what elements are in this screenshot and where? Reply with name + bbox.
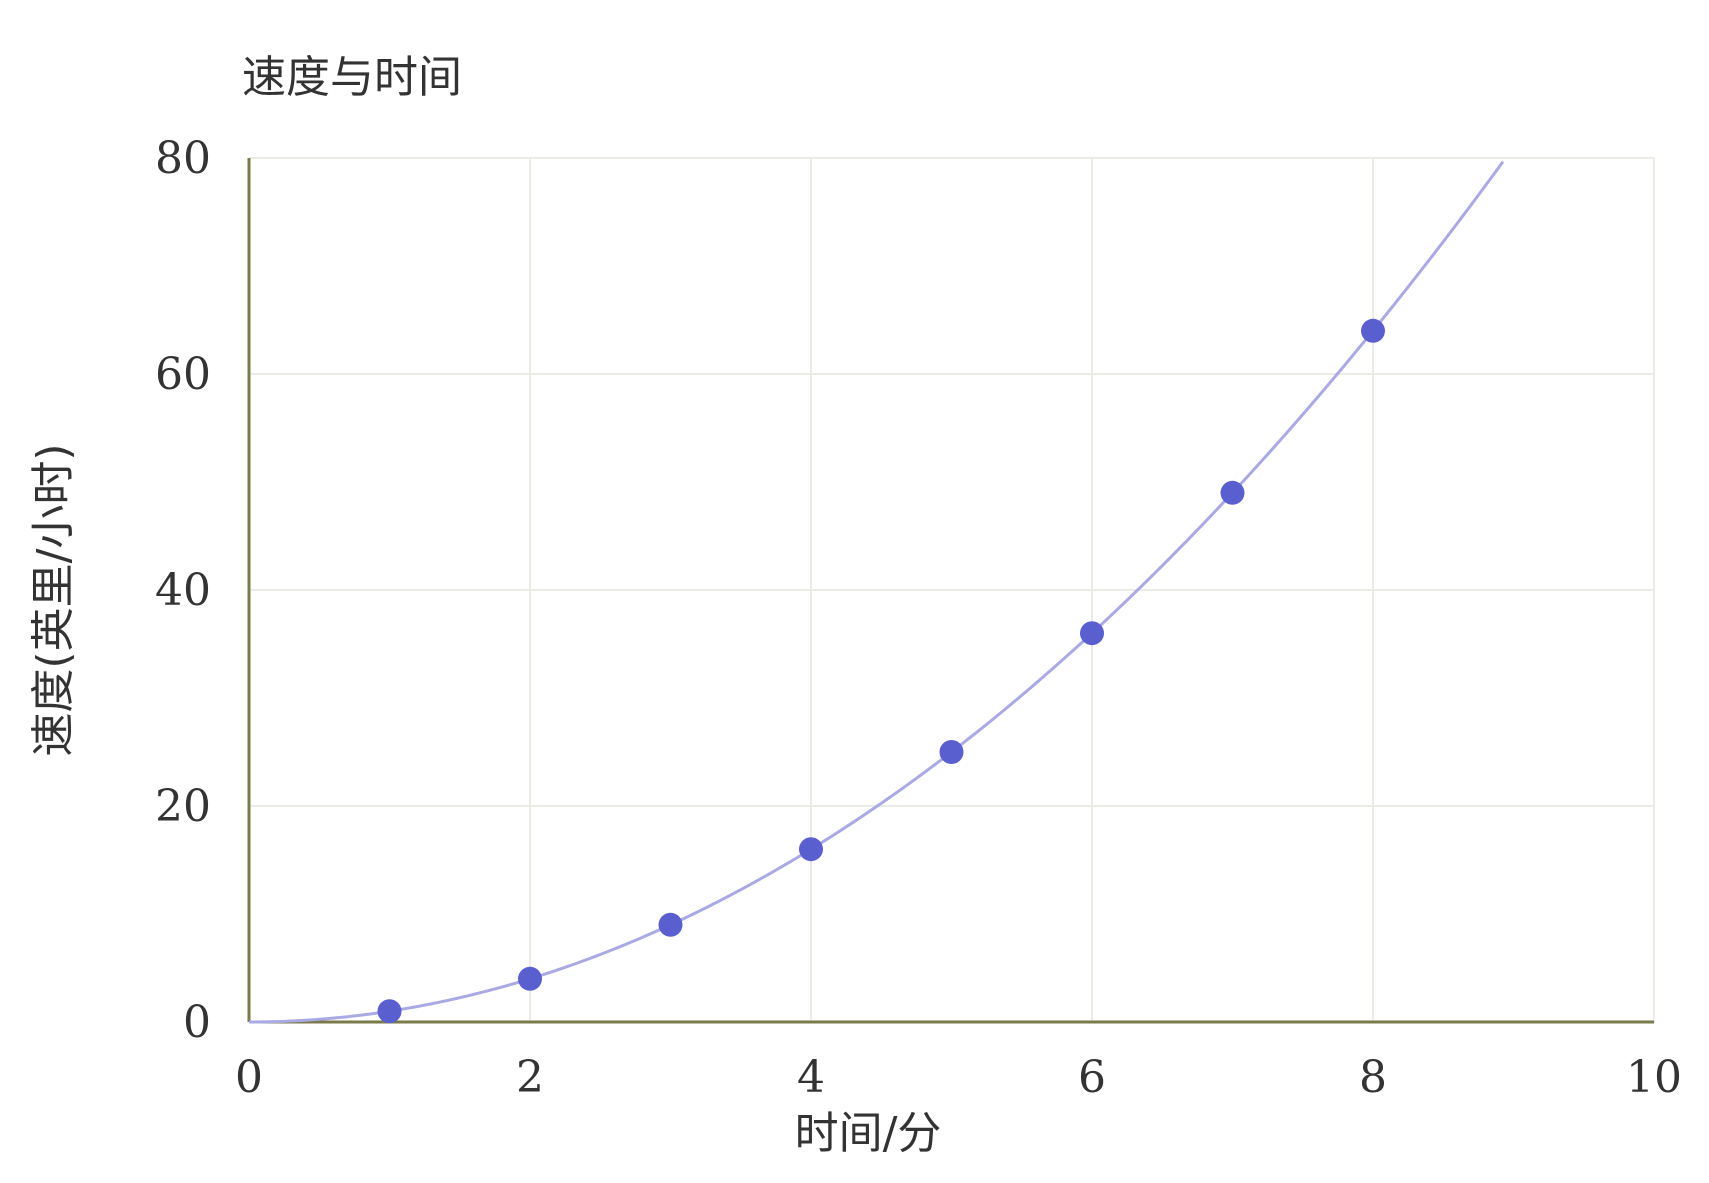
y-tick-label-1: 20	[155, 781, 211, 832]
y-tick-label-0: 0	[183, 997, 211, 1048]
grid	[249, 157, 1655, 1022]
data-point-0-4	[939, 740, 964, 764]
y-tick-label-3: 60	[155, 349, 211, 400]
x-axis-title: 时间/分	[795, 1108, 942, 1159]
axes	[247, 158, 1654, 1024]
data-point-0-7	[1361, 318, 1385, 343]
x-tick-label-1: 2	[516, 1052, 544, 1103]
x-tick-label-4: 8	[1359, 1052, 1387, 1103]
data-point-0-1	[518, 966, 542, 991]
x-tick-label-5: 10	[1626, 1052, 1682, 1103]
data-point-0-0	[377, 999, 402, 1024]
curve-layer	[248, 160, 1505, 1024]
x-tick-labels: 0 2 4 6 8 10	[235, 1052, 1682, 1103]
data-point-0-5	[1080, 621, 1104, 646]
x-tick-label-2: 4	[797, 1052, 825, 1103]
chart-title: 速度与时间	[242, 52, 462, 103]
y-tick-labels: 0 20 40 60 80	[155, 133, 211, 1048]
x-tick-label-0: 0	[235, 1052, 263, 1103]
data-point-0-6	[1220, 480, 1245, 505]
data-points	[377, 318, 1385, 1024]
y-tick-label-2: 40	[155, 565, 211, 616]
y-axis-title: 速度(英里/小时)	[28, 443, 79, 756]
fit-curve	[248, 160, 1505, 1024]
data-point-0-3	[799, 837, 823, 862]
data-point-0-2	[658, 912, 683, 937]
y-tick-label-4: 80	[155, 133, 211, 184]
x-tick-label-3: 6	[1078, 1052, 1106, 1103]
